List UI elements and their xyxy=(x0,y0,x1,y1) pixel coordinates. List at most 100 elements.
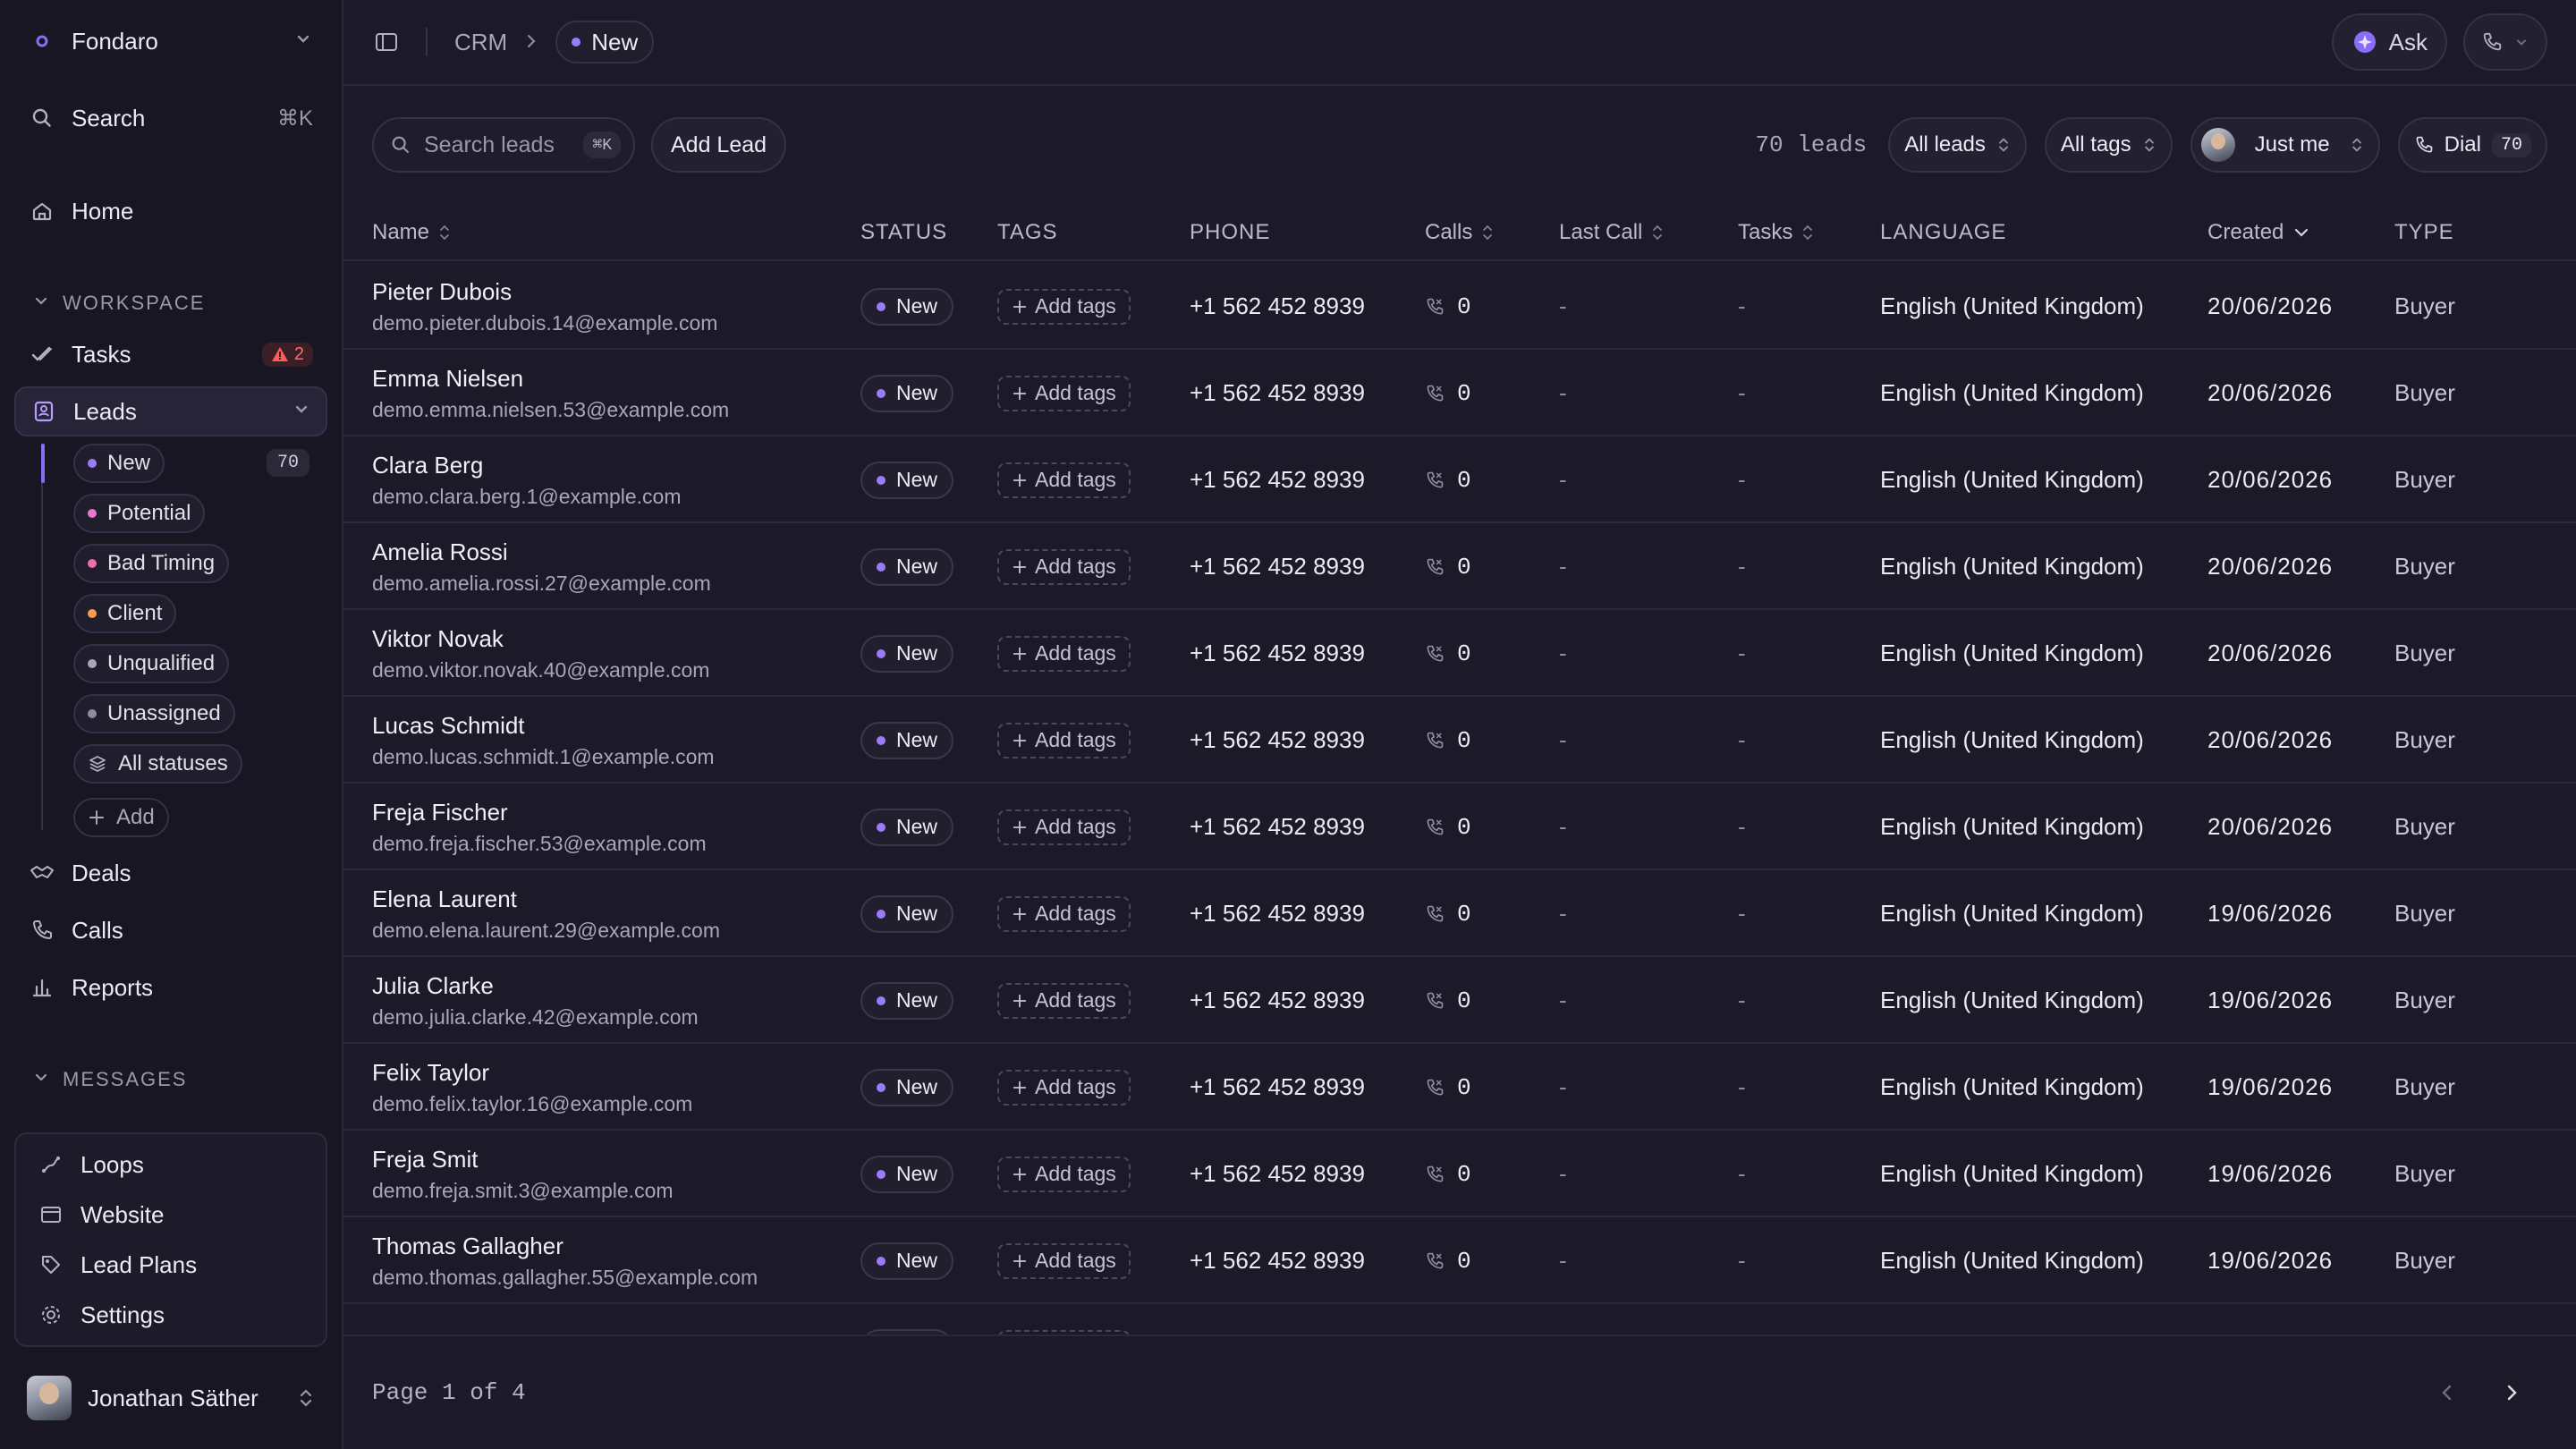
status-badge[interactable]: New xyxy=(860,1241,954,1280)
breadcrumb-current[interactable]: New xyxy=(555,21,655,64)
status-badge[interactable]: New xyxy=(860,634,954,673)
workspace-switcher[interactable]: Fondaro xyxy=(14,16,327,66)
status-item-unqualified[interactable]: Unqualified xyxy=(73,644,230,683)
add-tags-button[interactable]: Add tags xyxy=(997,462,1131,498)
table-row[interactable]: Amelia Rossi demo.amelia.rossi.27@example… xyxy=(343,523,2576,610)
messages-section-header[interactable]: MESSAGES xyxy=(32,1068,187,1091)
lead-name-cell[interactable]: Felix Taylor demo.felix.taylor.16@example… xyxy=(372,1044,692,1131)
status-item-client[interactable]: Client xyxy=(73,594,177,633)
previous-page-button[interactable] xyxy=(2438,1382,2456,1403)
breadcrumb-crm[interactable]: CRM xyxy=(454,28,508,55)
lead-name-cell[interactable]: Freja Smit demo.freja.smit.3@example.com xyxy=(372,1131,674,1217)
phone-cell[interactable]: +1 562 452 8939 xyxy=(1190,726,1365,753)
sidebar-item-tasks[interactable]: Tasks 2 xyxy=(14,329,327,379)
workspace-section-header[interactable]: WORKSPACE xyxy=(32,292,205,315)
column-header-created[interactable]: Created xyxy=(2207,220,2310,245)
sidebar-toggle-icon[interactable] xyxy=(374,30,399,54)
table-row[interactable]: Felix Taylor demo.felix.taylor.16@example… xyxy=(343,1044,2576,1131)
lead-name-cell[interactable]: Felix Andersen xyxy=(372,1304,526,1335)
user-menu[interactable]: Jonathan Säther xyxy=(27,1374,315,1422)
add-tags-button[interactable]: Add tags xyxy=(997,895,1131,932)
add-tags-button[interactable]: Add tags xyxy=(997,1156,1131,1192)
status-item-bad-timing[interactable]: Bad Timing xyxy=(73,544,230,583)
sidebar-item-deals[interactable]: Deals xyxy=(14,848,327,898)
lead-name-cell[interactable]: Emma Nielsen demo.emma.nielsen.53@example… xyxy=(372,350,729,436)
phone-cell[interactable]: +1 562 452 8939 xyxy=(1190,466,1365,493)
lead-name-cell[interactable]: Pieter Dubois demo.pieter.dubois.14@examp… xyxy=(372,263,717,350)
table-row[interactable]: Thomas Gallagher demo.thomas.gallagher.55… xyxy=(343,1217,2576,1304)
sidebar-item-reports[interactable]: Reports xyxy=(14,962,327,1013)
status-badge[interactable]: New xyxy=(860,1068,954,1106)
lead-name-cell[interactable]: Viktor Novak demo.viktor.novak.40@example… xyxy=(372,610,709,697)
phone-cell[interactable]: +1 562 452 8939 xyxy=(1190,640,1365,666)
filter-leads-select[interactable]: All leads xyxy=(1888,117,2027,173)
ask-button[interactable]: Ask xyxy=(2331,13,2447,71)
sidebar-search[interactable]: Search ⌘K xyxy=(14,93,327,143)
phone-cell[interactable]: +1 562 452 8939 xyxy=(1190,292,1365,319)
status-badge[interactable]: New xyxy=(860,721,954,759)
search-leads-input[interactable]: Search leads ⌘K xyxy=(372,117,635,173)
status-badge[interactable]: New xyxy=(860,981,954,1020)
sidebar-item-lead-plans[interactable]: Lead Plans xyxy=(23,1241,318,1288)
add-tags-button[interactable]: Add tags xyxy=(997,982,1131,1019)
phone-cell[interactable]: +1 562 452 8939 xyxy=(1190,987,1365,1013)
phone-cell[interactable]: +1 562 452 8939 xyxy=(1190,1247,1365,1274)
status-badge[interactable]: New xyxy=(860,374,954,412)
phone-cell[interactable]: +1 562 452 8939 xyxy=(1190,813,1365,840)
status-item-new[interactable]: New xyxy=(73,444,165,483)
status-badge[interactable]: New xyxy=(860,1155,954,1193)
phone-cell[interactable]: +1 562 452 8939 xyxy=(1190,1160,1365,1187)
status-badge[interactable]: New xyxy=(860,547,954,586)
lead-name-cell[interactable]: Amelia Rossi demo.amelia.rossi.27@example… xyxy=(372,523,711,610)
table-row[interactable]: Viktor Novak demo.viktor.novak.40@example… xyxy=(343,610,2576,697)
lead-name-cell[interactable]: Freja Fischer demo.freja.fischer.53@examp… xyxy=(372,784,707,870)
phone-cell[interactable]: +1 562 452 8939 xyxy=(1190,900,1365,927)
status-item-potential[interactable]: Potential xyxy=(73,494,206,533)
add-tags-button[interactable]: Add tags xyxy=(997,548,1131,585)
lead-name-cell[interactable]: Elena Laurent demo.elena.laurent.29@examp… xyxy=(372,870,720,957)
phone-cell[interactable]: +1 562 452 8939 xyxy=(1190,379,1365,406)
add-tags-button[interactable]: Add tags xyxy=(997,635,1131,672)
dial-button[interactable]: Dial 70 xyxy=(2397,117,2547,173)
filter-tags-select[interactable]: All tags xyxy=(2044,117,2173,173)
sidebar-item-loops[interactable]: Loops xyxy=(23,1141,318,1188)
lead-name-cell[interactable]: Julia Clarke demo.julia.clarke.42@example… xyxy=(372,957,699,1044)
table-row[interactable]: Clara Berg demo.clara.berg.1@example.com N… xyxy=(343,436,2576,523)
sidebar-item-website[interactable]: Website xyxy=(23,1191,318,1238)
column-header-tasks[interactable]: Tasks xyxy=(1738,220,1814,245)
lead-name-cell[interactable]: Lucas Schmidt demo.lucas.schmidt.1@exampl… xyxy=(372,697,715,784)
add-tags-button[interactable]: Add tags xyxy=(997,1242,1131,1279)
status-badge[interactable]: New xyxy=(860,461,954,499)
table-row[interactable]: Emma Nielsen demo.emma.nielsen.53@example… xyxy=(343,350,2576,436)
add-tags-button[interactable]: Add tags xyxy=(997,722,1131,758)
add-tags-button[interactable]: Add tags xyxy=(997,288,1131,325)
status-item-all[interactable]: All statuses xyxy=(73,744,242,784)
lead-name-cell[interactable]: Thomas Gallagher demo.thomas.gallagher.55… xyxy=(372,1217,758,1304)
table-row[interactable]: Freja Fischer demo.freja.fischer.53@examp… xyxy=(343,784,2576,870)
sidebar-item-settings[interactable]: Settings xyxy=(23,1292,318,1338)
next-page-button[interactable] xyxy=(2503,1382,2521,1403)
table-row[interactable]: Freja Smit demo.freja.smit.3@example.com N… xyxy=(343,1131,2576,1217)
add-lead-button[interactable]: Add Lead xyxy=(651,117,787,173)
table-row[interactable]: Lucas Schmidt demo.lucas.schmidt.1@exampl… xyxy=(343,697,2576,784)
add-tags-button[interactable]: Add tags xyxy=(997,1069,1131,1106)
phone-cell[interactable]: +1 562 452 8939 xyxy=(1190,553,1365,580)
phone-cell[interactable]: +1 562 452 8939 xyxy=(1190,1073,1365,1100)
column-header-calls[interactable]: Calls xyxy=(1425,220,1494,245)
table-row[interactable]: Pieter Dubois demo.pieter.dubois.14@examp… xyxy=(343,263,2576,350)
add-tags-button[interactable]: Add tags xyxy=(997,809,1131,845)
status-badge[interactable]: New xyxy=(860,808,954,846)
column-header-name[interactable]: Name xyxy=(372,220,451,245)
table-row[interactable]: Elena Laurent demo.elena.laurent.29@examp… xyxy=(343,870,2576,957)
status-badge[interactable]: New xyxy=(860,894,954,933)
filter-owner-select[interactable]: Just me xyxy=(2190,117,2380,173)
table-row[interactable]: Julia Clarke demo.julia.clarke.42@example… xyxy=(343,957,2576,1044)
column-header-last-call[interactable]: Last Call xyxy=(1559,220,1664,245)
add-tags-button[interactable]: Add tags xyxy=(997,375,1131,411)
table-row[interactable]: Felix Andersen New Add tags xyxy=(343,1304,2576,1335)
sidebar-item-calls[interactable]: Calls xyxy=(14,905,327,955)
add-status-button[interactable]: Add xyxy=(73,798,169,837)
lead-name-cell[interactable]: Clara Berg demo.clara.berg.1@example.com xyxy=(372,436,682,523)
sidebar-item-leads[interactable]: Leads xyxy=(14,386,327,436)
status-item-unassigned[interactable]: Unassigned xyxy=(73,694,235,733)
